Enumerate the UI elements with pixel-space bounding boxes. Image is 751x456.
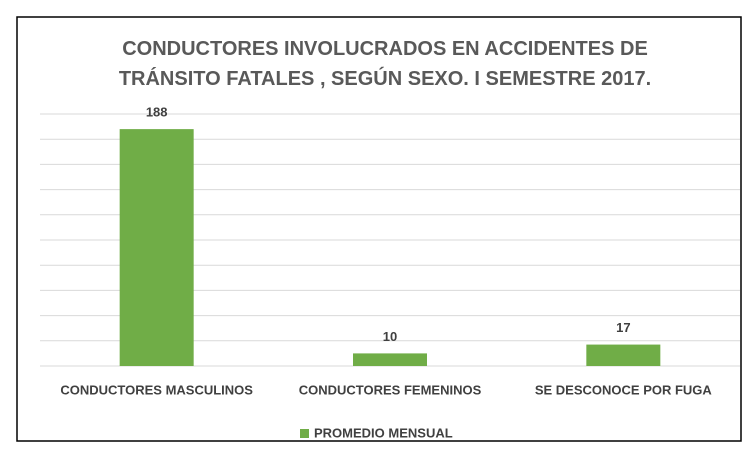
bar — [119, 129, 194, 366]
data-label: 10 — [383, 329, 397, 344]
data-label: 17 — [616, 320, 630, 335]
x-tick-label: SE DESCONOCE POR FUGA — [535, 382, 713, 397]
x-tick-label: CONDUCTORES FEMENINOS — [299, 382, 482, 397]
chart-title: CONDUCTORES INVOLUCRADOS EN ACCIDENTES D… — [118, 38, 652, 90]
bar — [586, 344, 661, 366]
data-label: 188 — [146, 105, 168, 120]
legend-swatch — [300, 429, 309, 438]
bar — [353, 353, 427, 366]
legend-label: PROMEDIO MENSUAL — [314, 425, 453, 440]
x-tick-label: CONDUCTORES MASCULINOS — [60, 382, 253, 397]
